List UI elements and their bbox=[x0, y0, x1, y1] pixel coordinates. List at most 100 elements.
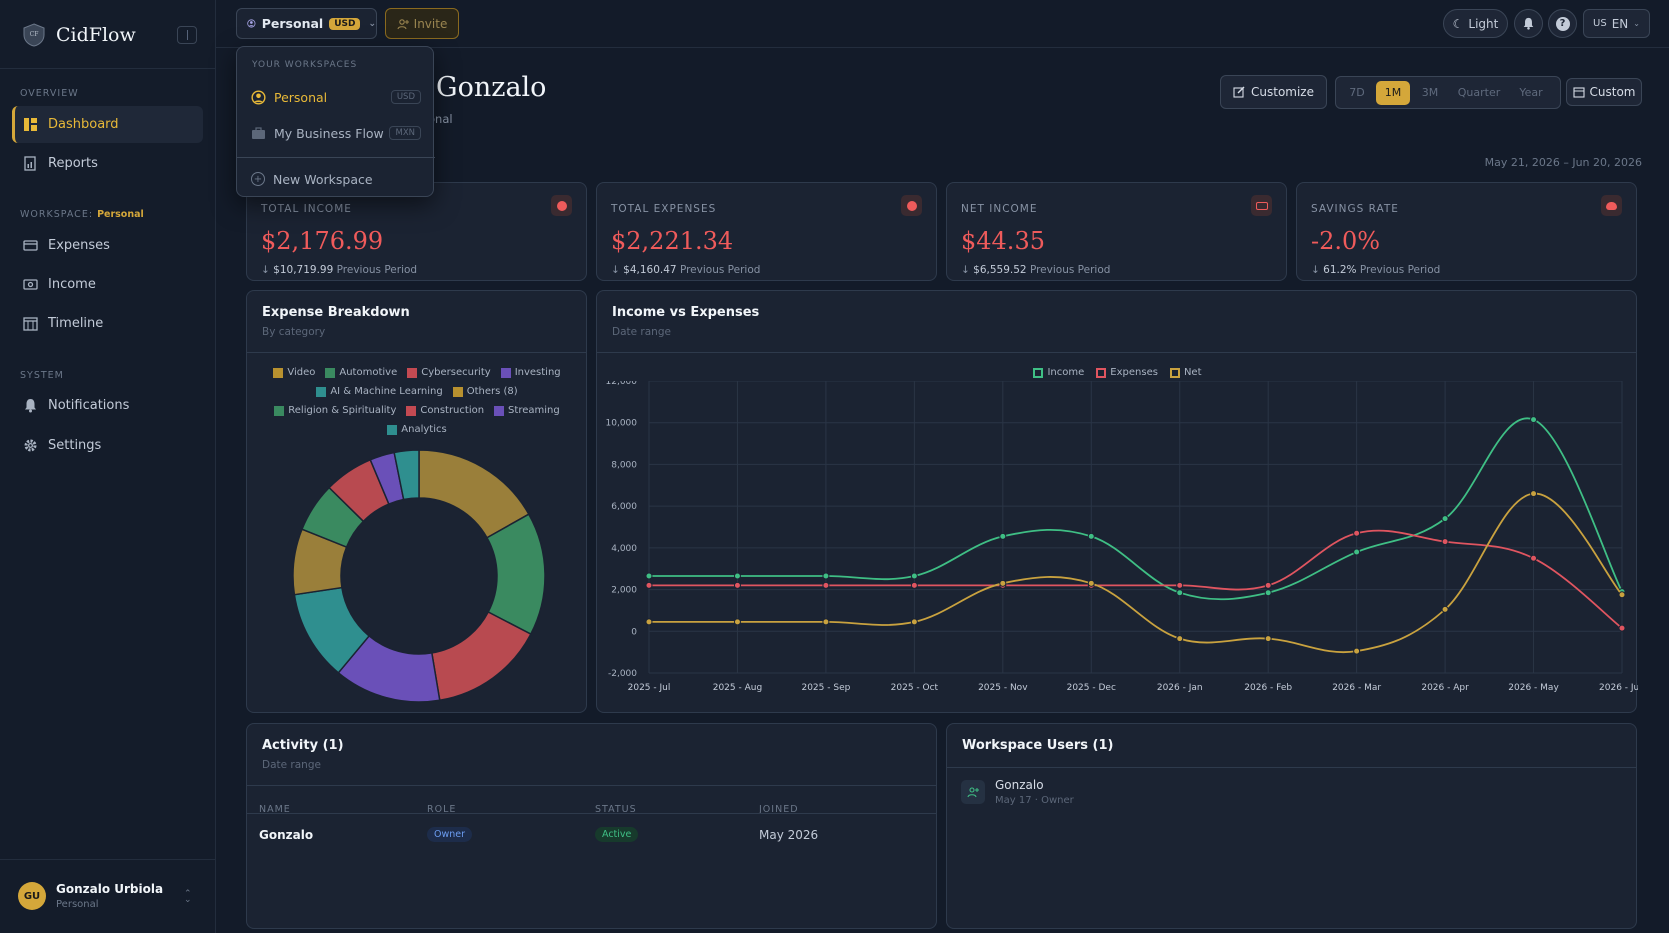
notifications-button[interactable] bbox=[1514, 9, 1543, 38]
custom-range-button[interactable]: Custom bbox=[1566, 78, 1642, 106]
sidebar-item-timeline[interactable]: Timeline bbox=[12, 305, 203, 342]
panel-title: Activity (1) bbox=[262, 738, 344, 753]
kpi-previous: ↓ $6,559.52 Previous Period bbox=[961, 264, 1110, 276]
data-point bbox=[822, 572, 830, 580]
workspace-dropdown: YOUR WORKSPACES Personal USD My Business… bbox=[236, 46, 435, 197]
range-3m[interactable]: 3M bbox=[1421, 86, 1439, 99]
kpi-total-expenses: TOTAL EXPENSES $2,221.34 ↓ $4,160.47 Pre… bbox=[596, 182, 937, 281]
language-selector[interactable]: US EN ⌄ bbox=[1583, 9, 1650, 38]
panel-title: Workspace Users (1) bbox=[962, 738, 1114, 753]
legend-item[interactable]: Construction bbox=[406, 405, 484, 416]
theme-toggle-button[interactable]: ☾ Light bbox=[1443, 9, 1508, 38]
sidebar-item-expenses[interactable]: Expenses bbox=[12, 227, 203, 264]
legend-item[interactable]: Investing bbox=[500, 367, 561, 378]
legend-item[interactable]: Video bbox=[273, 367, 315, 378]
sidebar-item-dashboard[interactable]: Dashboard bbox=[12, 106, 203, 143]
section-system: SYSTEM bbox=[20, 370, 64, 381]
user-circle-icon bbox=[247, 19, 256, 28]
column-header-name[interactable]: NAME bbox=[259, 804, 291, 815]
dashboard-icon bbox=[24, 118, 37, 131]
table-row[interactable]: Gonzalo Owner Active May 2026 bbox=[247, 820, 936, 850]
legend-swatch bbox=[387, 424, 398, 435]
income-vs-expenses-line-chart: 12,000 10,000 8,000 6,000 4,000 2,000 0 -2,000 2… bbox=[606, 381, 1638, 693]
new-workspace-button[interactable]: + New Workspace bbox=[251, 168, 421, 190]
invite-button[interactable]: Invite bbox=[385, 8, 459, 39]
legend-item[interactable]: Analytics bbox=[387, 424, 447, 435]
workspace-switcher-button[interactable]: Personal USD ⌄ bbox=[236, 8, 377, 39]
customize-button[interactable]: Customize bbox=[1220, 75, 1327, 109]
kpi-previous-value: $4,160.47 bbox=[623, 264, 677, 276]
x-tick-label: 2026 - Feb bbox=[1244, 683, 1292, 693]
custom-label: Custom bbox=[1589, 85, 1636, 99]
date-range-label: May 21, 2026 – Jun 20, 2026 bbox=[1484, 156, 1642, 169]
x-tick-label: 2026 - May bbox=[1508, 683, 1559, 693]
chevron-down-icon: ⌄ bbox=[1633, 19, 1640, 28]
legend-item[interactable]: Cybersecurity bbox=[407, 367, 491, 378]
legend-item[interactable]: Streaming bbox=[494, 405, 560, 416]
legend-label: Income bbox=[1047, 367, 1085, 378]
kpi-previous-label: Previous Period bbox=[679, 264, 761, 276]
sidebar-item-reports[interactable]: Reports bbox=[12, 145, 203, 182]
legend-label: Cybersecurity bbox=[421, 367, 491, 378]
workspace-option-personal[interactable]: Personal USD bbox=[251, 86, 421, 108]
user-menu[interactable]: GU Gonzalo Urbiola Personal bbox=[18, 882, 163, 910]
legend-item[interactable]: Net bbox=[1169, 367, 1202, 378]
sidebar-divider bbox=[0, 859, 216, 860]
kpi-previous-value: 61.2% bbox=[1323, 264, 1357, 276]
range-year[interactable]: Year bbox=[1519, 86, 1543, 99]
section-overview: OVERVIEW bbox=[20, 88, 79, 99]
expenses-icon bbox=[23, 240, 38, 251]
data-point bbox=[1264, 635, 1272, 643]
arrow-down-circle-icon bbox=[901, 195, 922, 216]
legend-item[interactable]: Others (8) bbox=[452, 386, 518, 397]
currency-badge: MXN bbox=[389, 126, 421, 140]
currency-badge: USD bbox=[329, 17, 361, 30]
avatar: GU bbox=[18, 882, 46, 910]
legend-label: AI & Machine Learning bbox=[330, 386, 443, 397]
data-point bbox=[733, 581, 741, 589]
legend-item[interactable]: Religion & Spirituality bbox=[274, 405, 396, 416]
sidebar-item-notifications[interactable]: Notifications bbox=[12, 387, 203, 424]
range-quarter[interactable]: Quarter bbox=[1457, 86, 1501, 99]
data-point bbox=[910, 581, 918, 589]
range-1m[interactable]: 1M bbox=[1376, 80, 1410, 105]
arrow-down-icon: ↓ bbox=[261, 264, 270, 276]
column-header-role[interactable]: ROLE bbox=[427, 804, 457, 815]
x-tick-label: 2026 - Apr bbox=[1421, 683, 1469, 693]
chevron-updown-icon[interactable]: ⌃ ⌄ bbox=[184, 889, 192, 905]
legend-item[interactable]: Automotive bbox=[325, 367, 397, 378]
kpi-value: $2,221.34 bbox=[611, 227, 734, 255]
sidebar-item-income[interactable]: Income bbox=[12, 266, 203, 303]
kpi-value: $44.35 bbox=[961, 227, 1045, 255]
user-plus-icon bbox=[397, 18, 409, 29]
plus-circle-icon: + bbox=[251, 172, 265, 186]
workspace-section-label: WORKSPACE: bbox=[20, 209, 94, 220]
data-point bbox=[910, 618, 918, 626]
legend-item[interactable]: AI & Machine Learning bbox=[316, 386, 443, 397]
range-7d[interactable]: 7D bbox=[1349, 86, 1365, 99]
help-button[interactable]: ? bbox=[1548, 9, 1577, 38]
legend-swatch bbox=[1169, 367, 1180, 378]
user-name: Gonzalo bbox=[995, 778, 1044, 792]
kpi-net-income: NET INCOME $44.35 ↓ $6,559.52 Previous P… bbox=[946, 182, 1287, 281]
data-point bbox=[1264, 581, 1272, 589]
y-tick-label: 10,000 bbox=[606, 419, 638, 429]
panel-subtitle: Date range bbox=[262, 759, 321, 771]
sidebar-item-label: Expenses bbox=[48, 238, 110, 253]
legend-item[interactable]: Income bbox=[1033, 367, 1084, 378]
column-header-joined[interactable]: JOINED bbox=[759, 804, 799, 815]
moon-icon: ☾ bbox=[1452, 16, 1464, 31]
sidebar-item-label: Timeline bbox=[48, 316, 104, 331]
sidebar-collapse-button[interactable] bbox=[177, 26, 197, 44]
column-header-status[interactable]: STATUS bbox=[595, 804, 637, 815]
brand-name: CidFlow bbox=[56, 24, 136, 46]
legend-item[interactable]: Expenses bbox=[1096, 367, 1158, 378]
workspace-option-business[interactable]: My Business Flow MXN bbox=[251, 122, 421, 144]
user-meta: May 17 · Owner bbox=[995, 795, 1074, 806]
sidebar-item-settings[interactable]: Settings bbox=[12, 427, 203, 464]
brand[interactable]: CF CidFlow bbox=[22, 22, 136, 48]
list-item[interactable]: Gonzalo May 17 · Owner bbox=[961, 776, 1361, 808]
panel-subtitle: Date range bbox=[612, 326, 671, 338]
new-workspace-label: New Workspace bbox=[273, 171, 373, 187]
bell-icon bbox=[25, 399, 36, 413]
